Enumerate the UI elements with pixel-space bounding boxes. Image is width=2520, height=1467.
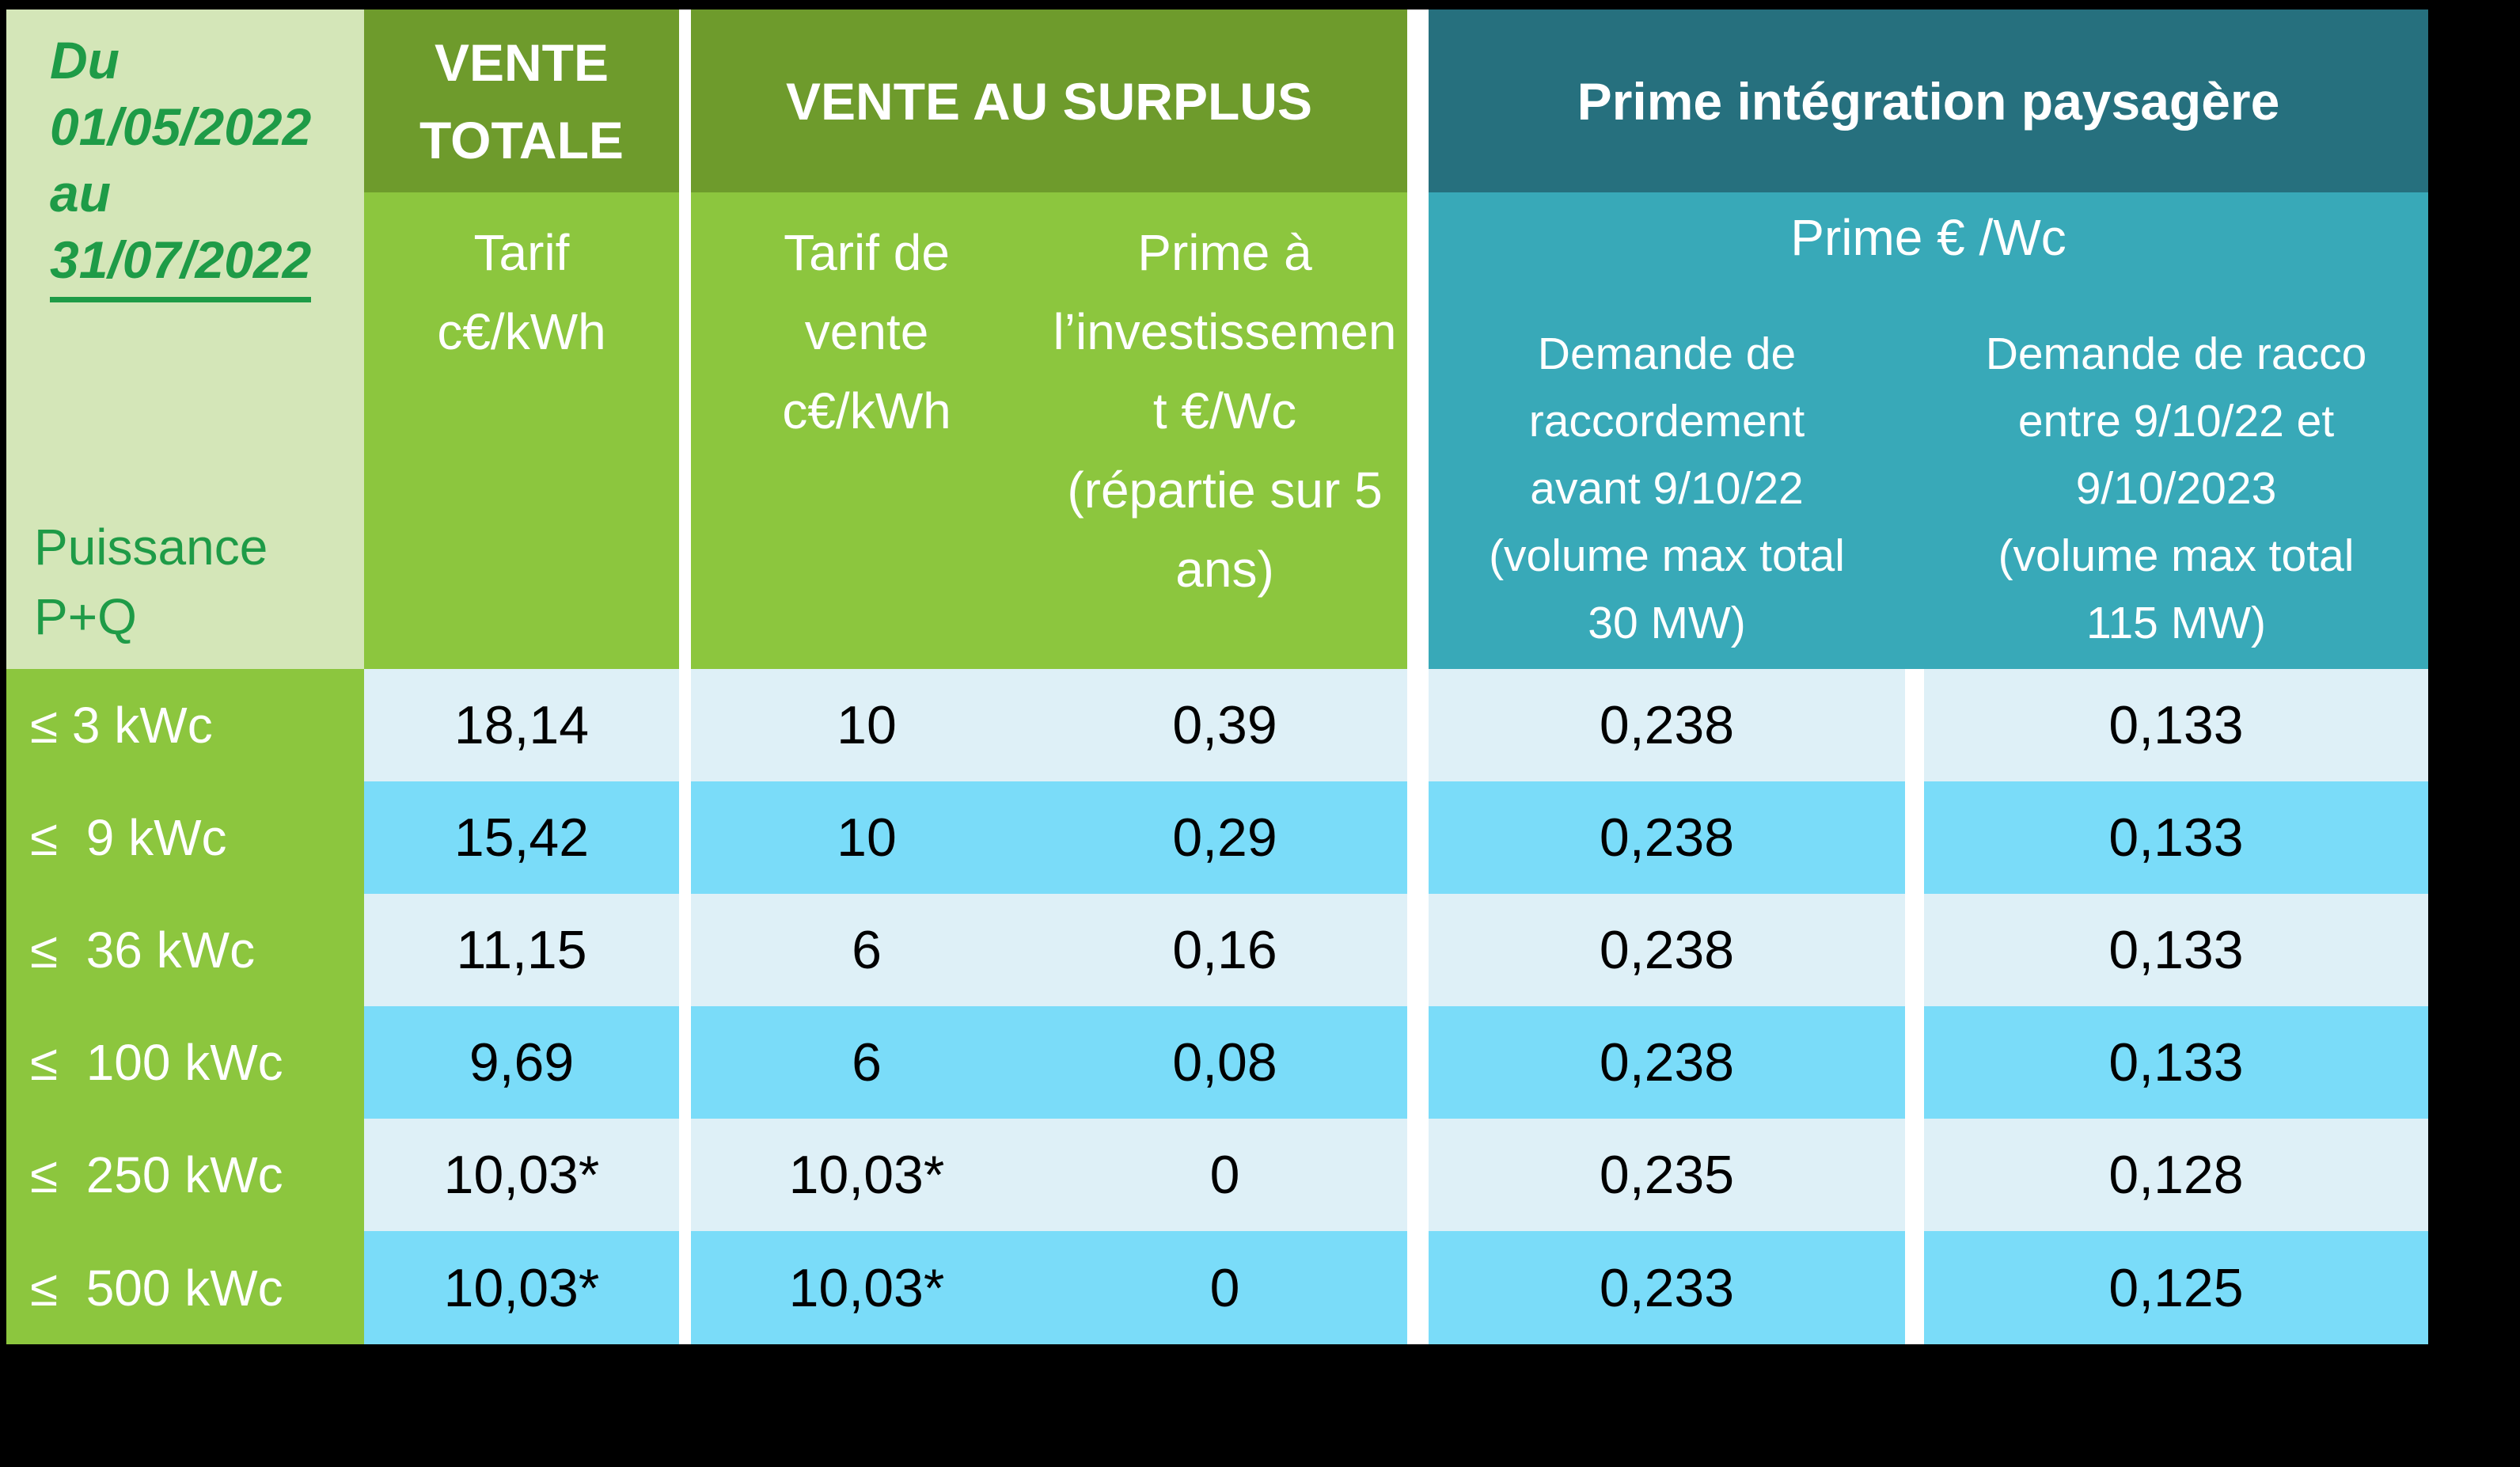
tarif-subheader: Tarif c€/kWh	[364, 192, 679, 669]
tarif-vente-cell: 6	[691, 894, 1042, 1006]
prime-invest-cell: 0,08	[1042, 1006, 1407, 1119]
vente-totale-cell: 10,03*	[364, 1119, 679, 1231]
prime-avant-cell: 0,235	[1429, 1119, 1905, 1231]
prime-avant-cell: 0,238	[1429, 669, 1905, 781]
prime-entre-cell: 0,128	[1924, 1119, 2428, 1231]
prime-entre-cell: 0,125	[1924, 1231, 2428, 1344]
prime-avant-cell: 0,238	[1429, 781, 1905, 894]
demande-avant-col-header: Demande de raccordement avant 9/10/22 (v…	[1489, 329, 1845, 648]
vente-totale-cell: 15,42	[364, 781, 679, 894]
prime-entre-cell: 0,133	[1924, 669, 2428, 781]
table-row: ≤ 3 kWc 18,14 10 0,39 0,238 0,133	[6, 669, 2428, 781]
period-dates: Du 01/05/2022 au 31/07/2022	[6, 10, 364, 302]
prime-investissement-subheader: Prime à l’investissemen t €/Wc (répartie…	[1042, 192, 1407, 669]
tarif-vente-subheader: Tarif de vente c€/kWh	[691, 192, 1042, 669]
prime-invest-cell: 0,39	[1042, 669, 1407, 781]
prime-entre-cell: 0,133	[1924, 781, 2428, 894]
row-label-cell: ≤ 9 kWc	[6, 781, 364, 894]
prime-invest-cell: 0,29	[1042, 781, 1407, 894]
table-header: Du 01/05/2022 au 31/07/2022 Puissance P+…	[6, 10, 2428, 669]
prime-invest-cell: 0,16	[1042, 894, 1407, 1006]
table-row: ≤ 500 kWc 10,03* 10,03* 0 0,233 0,125	[6, 1231, 2428, 1344]
prime-entre-cell: 0,133	[1924, 894, 2428, 1006]
period-dates-text: Du 01/05/2022 au	[50, 31, 312, 222]
vente-surplus-header: VENTE AU SURPLUS	[691, 10, 1407, 192]
table-row: ≤ 9 kWc 15,42 10 0,29 0,238 0,133	[6, 781, 2428, 894]
tarif-vente-cell: 10	[691, 669, 1042, 781]
table-row: ≤ 250 kWc 10,03* 10,03* 0 0,235 0,128	[6, 1119, 2428, 1231]
vente-totale-cell: 11,15	[364, 894, 679, 1006]
prime-wc-heading: Prime € /Wc	[1790, 209, 2066, 266]
tarif-vente-cell: 10	[691, 781, 1042, 894]
prime-paysagere-header: Prime intégration paysagère	[1429, 10, 2428, 192]
vente-totale-header: VENTE TOTALE	[364, 10, 679, 192]
prime-wc-subheader: Prime € /Wc Demande de raccordement avan…	[1429, 192, 2428, 669]
tarif-vente-cell: 6	[691, 1006, 1042, 1119]
table-row: ≤ 100 kWc 9,69 6 0,08 0,238 0,133	[6, 1006, 2428, 1119]
period-end-date: 31/07/2022	[50, 226, 312, 302]
prime-invest-cell: 0	[1042, 1231, 1407, 1344]
tarif-vente-cell: 10,03*	[691, 1119, 1042, 1231]
prime-avant-cell: 0,238	[1429, 894, 1905, 1006]
demande-column-headers: Demande de raccordement avant 9/10/22 (v…	[1429, 321, 2428, 657]
vente-totale-cell: 10,03*	[364, 1231, 679, 1344]
vente-totale-cell: 18,14	[364, 669, 679, 781]
row-label-cell: ≤ 100 kWc	[6, 1006, 364, 1119]
demande-entre-col-header: Demande de racco entre 9/10/22 et 9/10/2…	[1985, 329, 2367, 648]
row-label-cell: ≤ 250 kWc	[6, 1119, 364, 1231]
row-label-cell: ≤ 3 kWc	[6, 669, 364, 781]
power-label: Puissance P+Q	[34, 519, 268, 645]
table-row: ≤ 36 kWc 11,15 6 0,16 0,238 0,133	[6, 894, 2428, 1006]
prime-entre-cell: 0,133	[1924, 1006, 2428, 1119]
tarif-vente-cell: 10,03*	[691, 1231, 1042, 1344]
period-cell: Du 01/05/2022 au 31/07/2022 Puissance P+…	[6, 10, 364, 669]
tariff-table: Du 01/05/2022 au 31/07/2022 Puissance P+…	[6, 10, 2428, 1344]
vente-totale-cell: 9,69	[364, 1006, 679, 1119]
row-label-cell: ≤ 36 kWc	[6, 894, 364, 1006]
prime-avant-cell: 0,238	[1429, 1006, 1905, 1119]
prime-avant-cell: 0,233	[1429, 1231, 1905, 1344]
prime-invest-cell: 0	[1042, 1119, 1407, 1231]
row-label-cell: ≤ 500 kWc	[6, 1231, 364, 1344]
